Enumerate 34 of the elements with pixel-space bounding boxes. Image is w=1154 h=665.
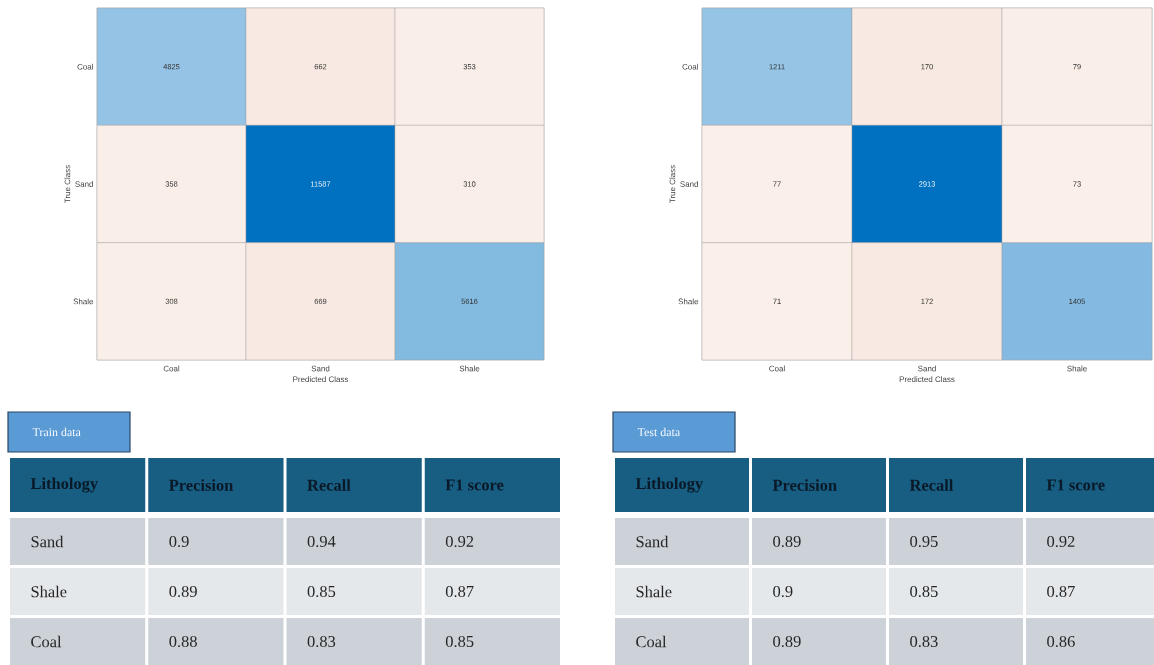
text: 0.85 (445, 635, 474, 648)
text: Lithology (30, 477, 98, 493)
text: 0.94 (307, 535, 336, 548)
text: 0.88 (169, 635, 197, 648)
text: Train data (32, 427, 81, 437)
category-label: F1 score (445, 479, 504, 491)
category-label: F1 score (1046, 479, 1105, 491)
text: 0.89 (169, 585, 197, 598)
text: 0.85 (307, 585, 336, 598)
text: 0.86 (1047, 635, 1075, 648)
text: Lithology (635, 477, 703, 493)
text: 0.92 (445, 535, 474, 548)
text: 0.89 (773, 535, 801, 548)
text: 0.83 (307, 635, 336, 648)
category-label: Precision (169, 479, 234, 491)
text: 0.87 (1047, 585, 1075, 598)
category-label: Coal (31, 635, 62, 648)
text: 0.95 (910, 535, 938, 548)
category-label: Sand (636, 535, 669, 548)
category-label: Shale (636, 585, 672, 598)
category-label: Coal (636, 635, 667, 648)
text: 0.9 (169, 535, 189, 548)
text: 0.89 (773, 635, 801, 648)
category-label: Sand (31, 535, 64, 548)
category-label: Shale (31, 585, 67, 598)
text: 0.9 (773, 585, 793, 598)
text: 0.87 (445, 585, 474, 598)
text: 0.83 (910, 635, 938, 648)
text: 0.92 (1047, 535, 1075, 548)
text: Test data (637, 427, 681, 437)
category-label: Recall (909, 479, 954, 491)
category-label: Recall (307, 479, 351, 491)
text: 0.85 (910, 585, 938, 598)
category-label: Precision (772, 479, 837, 491)
